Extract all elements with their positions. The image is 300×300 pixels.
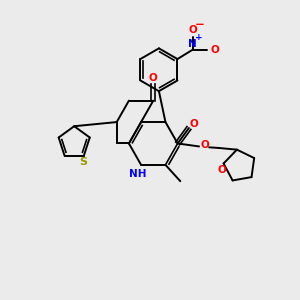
Text: −: −: [194, 18, 204, 31]
Text: O: O: [211, 44, 219, 55]
Text: O: O: [218, 165, 226, 175]
Text: O: O: [201, 140, 209, 150]
Text: NH: NH: [129, 169, 146, 179]
Text: +: +: [195, 33, 203, 42]
Text: O: O: [188, 25, 197, 34]
Text: S: S: [79, 157, 87, 167]
Text: O: O: [149, 73, 158, 83]
Text: O: O: [190, 118, 199, 128]
Text: N: N: [188, 39, 197, 49]
